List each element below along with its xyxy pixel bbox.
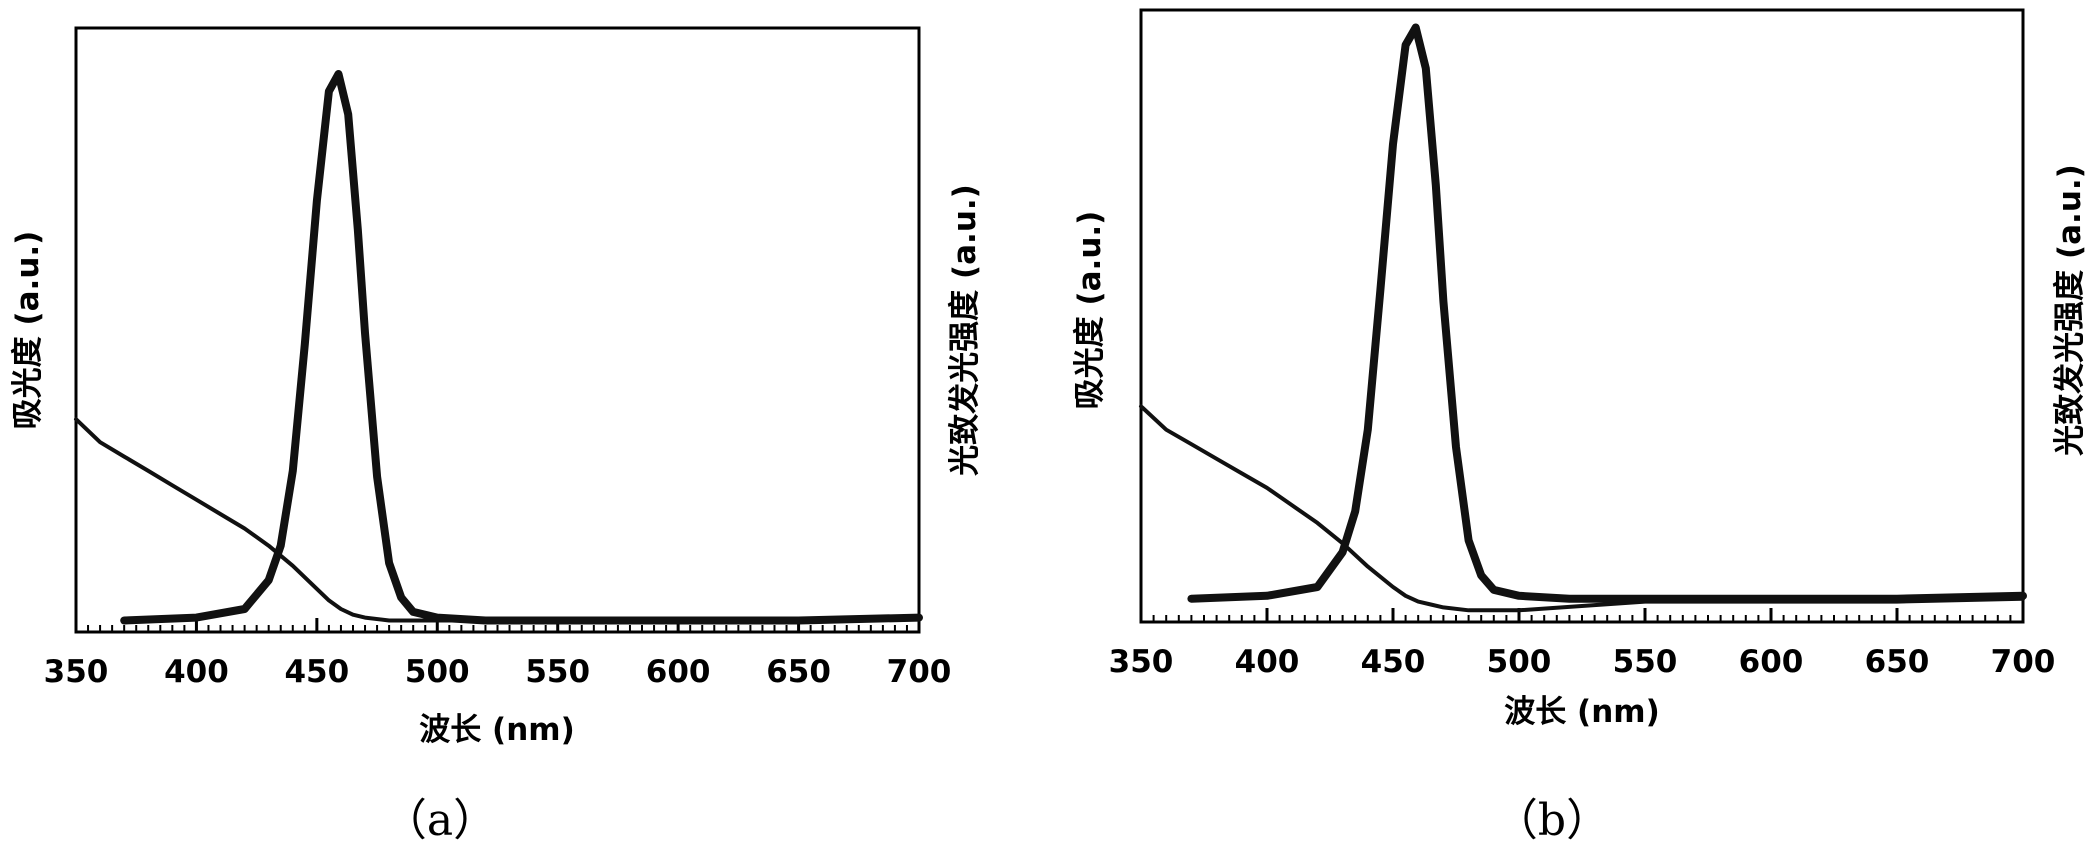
x-tick-label: 500 — [1487, 644, 1552, 680]
chart-panel-b: 350 400 450 500 550 600 650 700 波长 (nm) 吸光度 (a.… — [1072, 8, 2088, 846]
x-tick-label: 650 — [766, 654, 831, 690]
y-axis-title-right: 光致发光强度 (a.u.) — [2052, 164, 2088, 456]
photoluminescence-series-line — [1187, 23, 2027, 603]
x-tick-label: 600 — [1739, 644, 1804, 680]
x-axis-title: 波长 (nm) — [1504, 694, 1660, 730]
plot-frame — [1139, 8, 2025, 624]
x-tick-label: 350 — [1109, 644, 1174, 680]
y-axis-title-left: 吸光度 (a.u.) — [1072, 211, 1108, 410]
series-layer — [1139, 23, 2027, 613]
x-tick-label: 400 — [1235, 644, 1300, 680]
y-axis-title-right: 光致发光强度 (a.u.) — [947, 184, 983, 476]
x-axis-tick-labels: 350 400 450 500 550 600 650 700 — [44, 654, 952, 690]
x-tick-label: 600 — [646, 654, 711, 690]
x-tick-label: 550 — [1613, 644, 1678, 680]
x-tick-label: 500 — [405, 654, 470, 690]
x-tick-label: 400 — [164, 654, 229, 690]
chart-panel-a: 350 400 450 500 550 600 650 700 波长 (nm) 吸光度 (a.… — [10, 26, 983, 846]
x-axis-ticks — [74, 618, 921, 632]
x-tick-label: 700 — [1991, 644, 2056, 680]
x-axis-ticks — [1139, 608, 2025, 622]
y-axis-title-left: 吸光度 (a.u.) — [10, 231, 46, 430]
panel-caption: （a） — [383, 795, 497, 846]
x-tick-label: 700 — [887, 654, 952, 690]
x-tick-label: 550 — [525, 654, 590, 690]
x-axis-title: 波长 (nm) — [419, 712, 575, 748]
x-axis-tick-labels: 350 400 450 500 550 600 650 700 — [1109, 644, 2056, 680]
x-tick-label: 350 — [44, 654, 109, 690]
absorbance-series-line — [74, 417, 921, 623]
panel-caption: （b） — [1494, 795, 1610, 846]
x-tick-label: 650 — [1865, 644, 1930, 680]
photoluminescence-series-line — [120, 70, 923, 625]
plot-frame — [74, 26, 921, 634]
x-tick-label: 450 — [284, 654, 349, 690]
absorbance-series-line — [1139, 404, 2025, 613]
x-tick-label: 450 — [1361, 644, 1426, 680]
series-layer — [74, 70, 923, 625]
